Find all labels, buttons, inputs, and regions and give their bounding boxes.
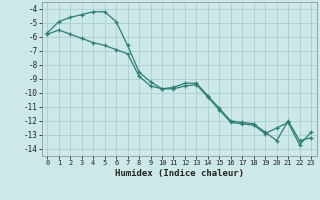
X-axis label: Humidex (Indice chaleur): Humidex (Indice chaleur) bbox=[115, 169, 244, 178]
